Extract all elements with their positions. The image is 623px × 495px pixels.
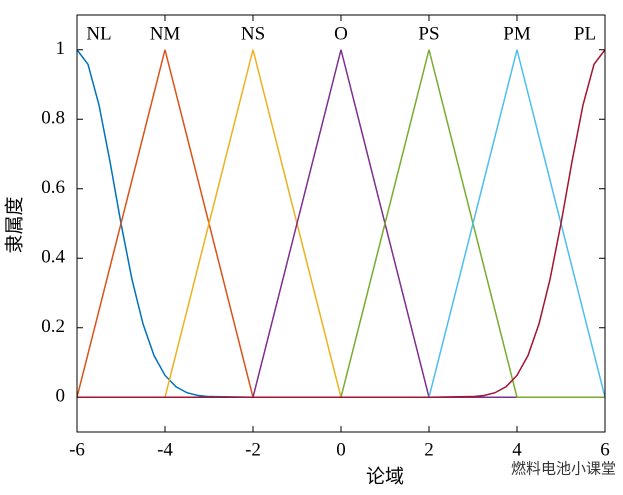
y-tick-label: 0.2 [41, 316, 65, 337]
curve-label: NS [241, 23, 265, 44]
y-tick-label: 0 [56, 386, 66, 407]
membership-curve [76, 49, 605, 398]
curve-label: PS [418, 23, 439, 44]
curve-label: NM [150, 23, 181, 44]
x-tick-label: -6 [69, 439, 85, 460]
membership-curve [77, 49, 605, 398]
membership-curve [76, 49, 605, 398]
membership-curve [77, 49, 606, 398]
membership-curve [77, 49, 605, 398]
watermark: 燃料电池小课堂 [511, 459, 616, 477]
x-tick-label: 6 [600, 439, 610, 460]
axes-frame [76, 14, 606, 433]
y-tick-label: 0.6 [41, 177, 65, 198]
y-axis-label: 隶属度 [3, 196, 25, 253]
y-tick-label: 1 [56, 38, 66, 59]
x-tick-label: 2 [424, 439, 434, 460]
membership-curve [77, 49, 605, 398]
curve-label: PL [574, 23, 596, 44]
x-axis-label: 论域 [366, 465, 404, 487]
x-tick-label: 0 [336, 439, 346, 460]
x-tick-label: -2 [245, 439, 261, 460]
x-tick-label: -4 [157, 439, 173, 460]
y-tick-label: 0.4 [41, 247, 65, 268]
curve-label: PM [503, 23, 531, 44]
curve-label: O [334, 23, 348, 44]
y-tick-label: 0.8 [41, 108, 65, 129]
x-tick-label: 4 [512, 439, 522, 460]
curve-label: NL [86, 23, 111, 44]
membership-curve [77, 49, 606, 398]
